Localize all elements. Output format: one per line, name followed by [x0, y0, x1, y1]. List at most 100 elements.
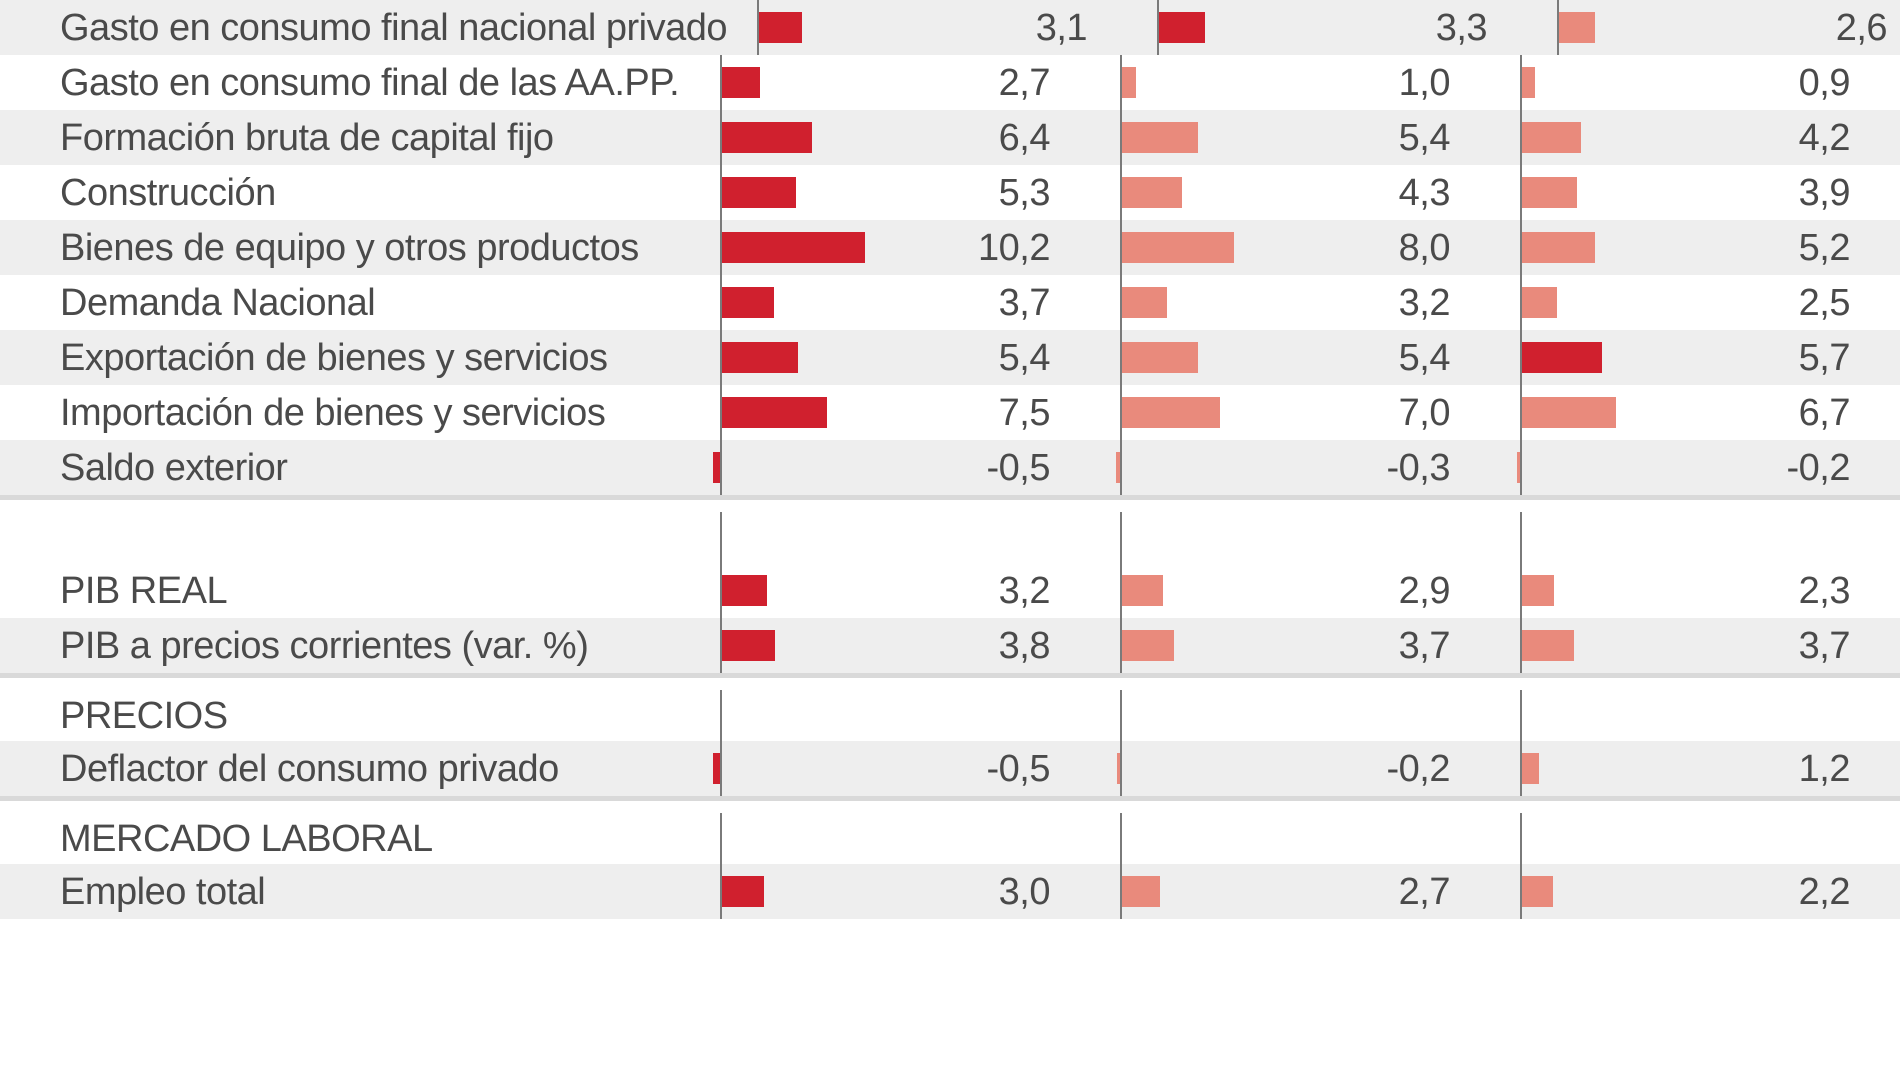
row-label: Empleo total: [60, 873, 690, 911]
table-row: Construcción5,34,33,9: [0, 165, 1900, 220]
cell: 2,2: [1490, 864, 1890, 919]
cell: 3,7: [1090, 618, 1490, 673]
bar: [713, 452, 720, 483]
cell: 10,2: [690, 220, 1090, 275]
bar: [722, 287, 774, 318]
section-divider: PRECIOS: [0, 673, 1900, 741]
bar: [1522, 876, 1553, 907]
cell: 3,9: [1490, 165, 1890, 220]
cell: 2,7: [1090, 864, 1490, 919]
axis-line: [720, 741, 722, 796]
cell-value: 4,2: [1799, 119, 1850, 157]
row-label: Bienes de equipo y otros productos: [60, 229, 690, 267]
axis-line: [1120, 512, 1122, 563]
table-row: Gasto en consumo final nacional privado 3…: [0, 0, 1900, 55]
bar: [1122, 67, 1136, 98]
cell-value: 3,7: [1399, 627, 1450, 665]
cell-value: 3,0: [999, 873, 1050, 911]
cell: -0,3: [1090, 440, 1490, 495]
bar: [1122, 876, 1160, 907]
section-header-label: PRECIOS: [60, 697, 690, 735]
cell: 3,8: [690, 618, 1090, 673]
bar: [1116, 452, 1120, 483]
axis-line: [1520, 512, 1522, 563]
cell: 3,2: [1090, 275, 1490, 330]
cell: 2,6: [1527, 0, 1900, 55]
cell-empty: [1490, 813, 1890, 864]
cell: 5,7: [1490, 330, 1890, 385]
cell: 3,2: [690, 563, 1090, 618]
bar: [1117, 753, 1120, 784]
cell-value: 2,7: [999, 64, 1050, 102]
cell: 5,4: [1090, 330, 1490, 385]
table-row: Empleo total 3,0 2,7 2,2: [0, 864, 1900, 919]
cell-value: 6,4: [999, 119, 1050, 157]
bar: [1122, 630, 1174, 661]
table-row: PIB REAL3,22,92,3: [0, 563, 1900, 618]
cell-value: 5,3: [999, 174, 1050, 212]
bar: [1122, 177, 1182, 208]
cell-value: -0,5: [987, 449, 1050, 487]
cell: 5,2: [1490, 220, 1890, 275]
axis-line: [1520, 440, 1522, 495]
cell-value: 2,9: [1399, 572, 1450, 610]
axis-line: [720, 813, 722, 864]
table-row: Saldo exterior-0,5-0,3-0,2: [0, 440, 1900, 495]
cell: 3,3: [1127, 0, 1527, 55]
bar: [722, 397, 827, 428]
section-header-label: MERCADO LABORAL: [60, 820, 690, 858]
cell-value: 1,2: [1799, 750, 1850, 788]
cell-value: 5,4: [999, 339, 1050, 377]
bar: [1122, 397, 1220, 428]
cell: 6,4: [690, 110, 1090, 165]
cell: 0,9: [1490, 55, 1890, 110]
table-row: PIB a precios corrientes (var. %)3,8 3,7 3…: [0, 618, 1900, 673]
cell-value: 3,2: [1399, 284, 1450, 322]
bar: [713, 753, 720, 784]
bar: [759, 12, 802, 43]
cell-value: 1,0: [1399, 64, 1450, 102]
row-label: Demanda Nacional: [60, 284, 690, 322]
row-label: Gasto en consumo final nacional privado: [60, 9, 727, 47]
bar: [1522, 67, 1535, 98]
cell: 5,4: [1090, 110, 1490, 165]
bar: [1522, 287, 1557, 318]
axis-line: [1120, 440, 1122, 495]
cell: 3,1: [727, 0, 1127, 55]
cell-value: 3,3: [1436, 9, 1487, 47]
axis-line: [1520, 813, 1522, 864]
economic-indicators-table: Gasto en consumo final nacional privado 3…: [0, 0, 1900, 919]
axis-line: [720, 440, 722, 495]
cell-empty: [690, 813, 1090, 864]
table-row: Exportación de bienes y servicios5,45,45…: [0, 330, 1900, 385]
bar: [1122, 122, 1198, 153]
cell: 2,3: [1490, 563, 1890, 618]
bar: [1517, 452, 1520, 483]
table-row: Demanda Nacional3,73,22,5: [0, 275, 1900, 330]
cell-empty: [690, 512, 1090, 563]
cell-value: 2,2: [1799, 873, 1850, 911]
cell: -0,2: [1090, 741, 1490, 796]
cell: 3,7: [690, 275, 1090, 330]
cell-value: 3,1: [1036, 9, 1087, 47]
bar: [722, 630, 775, 661]
bar: [1122, 575, 1163, 606]
bar: [722, 342, 798, 373]
cell-value: 3,2: [999, 572, 1050, 610]
cell: 3,7: [1490, 618, 1890, 673]
cell-value: 5,2: [1799, 229, 1850, 267]
cell: 7,0: [1090, 385, 1490, 440]
cell: 5,3: [690, 165, 1090, 220]
section-divider: MERCADO LABORAL: [0, 796, 1900, 864]
cell-value: 5,4: [1399, 339, 1450, 377]
cell-value: 8,0: [1399, 229, 1450, 267]
cell-value: 2,7: [1399, 873, 1450, 911]
cell-empty: [1490, 690, 1890, 741]
bar: [722, 122, 812, 153]
bar: [722, 575, 767, 606]
row-label: PIB a precios corrientes (var. %): [60, 627, 690, 665]
bar: [1122, 232, 1234, 263]
table-row: Gasto en consumo final de las AA.PP. 2,7 1…: [0, 55, 1900, 110]
cell: 3,0: [690, 864, 1090, 919]
row-label: Gasto en consumo final de las AA.PP.: [60, 64, 690, 102]
